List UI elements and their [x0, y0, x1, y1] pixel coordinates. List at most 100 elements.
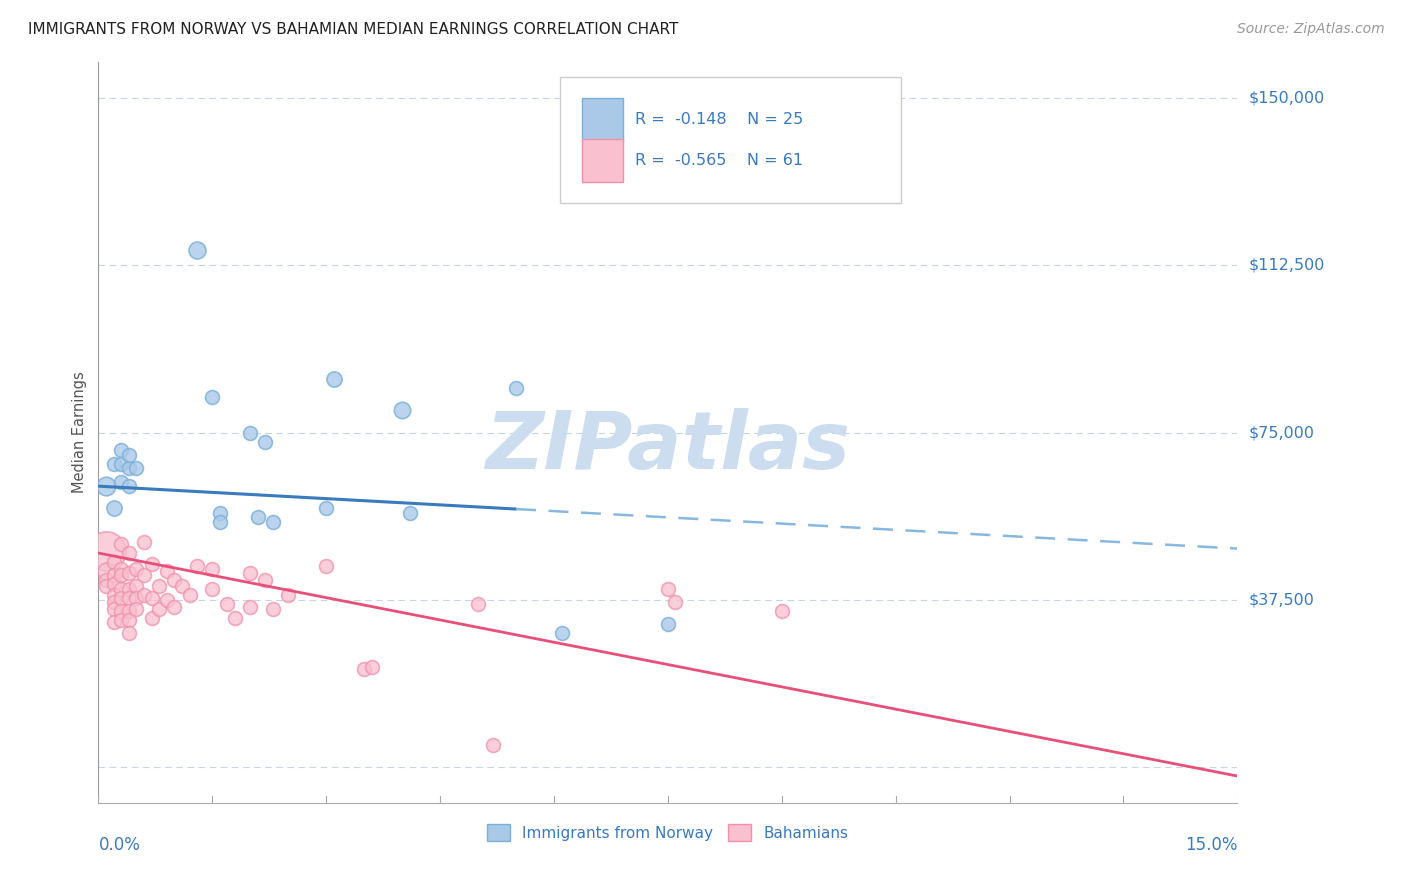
Point [110, 613, 132, 627]
Point [208, 506, 231, 520]
FancyBboxPatch shape [582, 138, 623, 182]
Point [246, 510, 269, 524]
Point [118, 582, 141, 596]
Point [118, 448, 141, 462]
Point [132, 568, 155, 582]
Text: $150,000: $150,000 [1249, 91, 1324, 105]
Point [277, 589, 299, 603]
FancyBboxPatch shape [560, 78, 901, 203]
Point [657, 582, 679, 596]
Point [103, 501, 125, 516]
Point [148, 602, 170, 616]
Point [770, 604, 793, 618]
Point [141, 591, 163, 605]
Text: $112,500: $112,500 [1249, 258, 1324, 273]
Point [94, 573, 117, 587]
Text: 15.0%: 15.0% [1185, 836, 1237, 855]
Point [170, 580, 193, 594]
Text: 0.0%: 0.0% [98, 836, 141, 855]
Point [110, 537, 132, 551]
Point [125, 580, 148, 594]
Text: R =  -0.565    N = 61: R = -0.565 N = 61 [636, 153, 803, 168]
Point [156, 564, 179, 578]
Point [201, 390, 224, 404]
Point [110, 604, 132, 618]
Point [118, 566, 141, 581]
FancyBboxPatch shape [582, 98, 623, 142]
Point [179, 589, 201, 603]
Point [94, 580, 117, 594]
Point [118, 479, 141, 493]
Point [239, 425, 262, 440]
Point [156, 592, 179, 607]
Point [118, 626, 141, 640]
Point [657, 617, 679, 632]
Point [550, 626, 572, 640]
Point [201, 582, 224, 596]
Point [224, 611, 246, 625]
Point [186, 559, 208, 574]
Point [103, 457, 125, 471]
Point [125, 602, 148, 616]
Point [94, 479, 117, 493]
Text: Source: ZipAtlas.com: Source: ZipAtlas.com [1237, 22, 1385, 37]
Point [148, 580, 170, 594]
Text: IMMIGRANTS FROM NORWAY VS BAHAMIAN MEDIAN EARNINGS CORRELATION CHART: IMMIGRANTS FROM NORWAY VS BAHAMIAN MEDIA… [28, 22, 679, 37]
Point [217, 598, 239, 612]
Point [103, 615, 125, 630]
Point [110, 443, 132, 458]
Point [94, 543, 117, 558]
Point [103, 568, 125, 582]
Point [398, 506, 420, 520]
Text: $37,500: $37,500 [1249, 592, 1315, 607]
Legend: Immigrants from Norway, Bahamians: Immigrants from Norway, Bahamians [481, 818, 855, 847]
Point [315, 559, 337, 574]
Point [110, 457, 132, 471]
Point [254, 434, 277, 449]
Point [239, 566, 262, 581]
Point [110, 475, 132, 489]
Text: R =  -0.148    N = 25: R = -0.148 N = 25 [636, 112, 803, 128]
Point [103, 555, 125, 569]
Point [141, 611, 163, 625]
Point [664, 595, 686, 609]
Point [110, 568, 132, 582]
Point [201, 562, 224, 576]
Point [505, 381, 527, 395]
Text: $75,000: $75,000 [1249, 425, 1315, 440]
Point [163, 599, 186, 614]
Point [141, 557, 163, 572]
Point [110, 591, 132, 605]
Point [103, 589, 125, 603]
Point [118, 613, 141, 627]
Point [262, 515, 284, 529]
Point [262, 602, 284, 616]
Point [186, 243, 208, 257]
Point [118, 546, 141, 560]
Point [125, 562, 148, 576]
Point [315, 501, 337, 516]
Point [239, 599, 262, 614]
Y-axis label: Median Earnings: Median Earnings [72, 372, 87, 493]
Point [132, 589, 155, 603]
Point [125, 591, 148, 605]
Point [391, 403, 413, 417]
Point [467, 598, 489, 612]
Point [360, 660, 382, 674]
Text: ZIPatlas: ZIPatlas [485, 409, 851, 486]
Point [353, 662, 375, 676]
Point [125, 461, 148, 475]
Point [118, 461, 141, 475]
Point [208, 515, 231, 529]
Point [163, 573, 186, 587]
Point [132, 534, 155, 549]
Point [482, 738, 505, 752]
Point [118, 591, 141, 605]
Point [94, 564, 117, 578]
Point [110, 562, 132, 576]
Point [322, 372, 344, 386]
Point [118, 604, 141, 618]
Point [103, 595, 125, 609]
Point [254, 573, 277, 587]
Point [103, 577, 125, 591]
